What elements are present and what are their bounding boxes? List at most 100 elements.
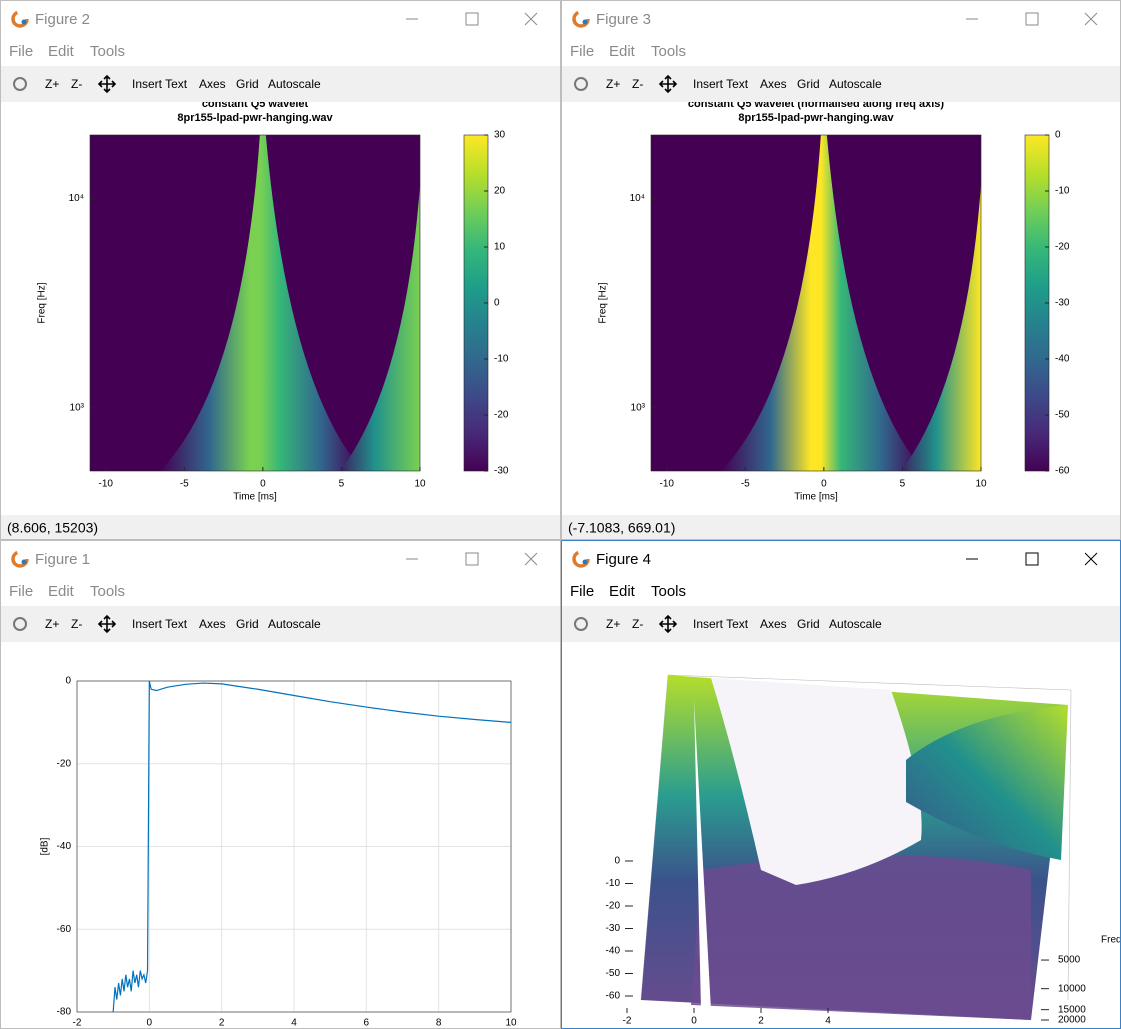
window: constant Q5 wavelet (normalised along fr… xyxy=(561,0,1121,540)
menu-item[interactable]: File xyxy=(570,583,594,600)
x-tick-label: 5 xyxy=(900,479,906,490)
toolbar-button[interactable]: Axes xyxy=(199,77,226,91)
toolbar-button[interactable]: Grid xyxy=(797,77,820,91)
toolbar-button[interactable]: Grid xyxy=(236,617,259,631)
toolbar-button[interactable]: Z- xyxy=(632,77,643,91)
menu-item[interactable]: Edit xyxy=(48,583,75,600)
heatmap-right xyxy=(340,185,420,471)
toolbar-button[interactable]: Z- xyxy=(632,617,643,631)
status-text: (8.606, 15203) xyxy=(7,520,98,536)
toolbar-button[interactable]: Insert Text xyxy=(693,77,749,91)
x-axis-label: Time [ms] xyxy=(794,492,838,503)
surface-hill xyxy=(906,705,1068,860)
colorbar-tick-label: -40 xyxy=(1055,354,1070,365)
toolbar-button[interactable]: Autoscale xyxy=(268,77,321,91)
window-title: Figure 1 xyxy=(35,551,90,568)
menu-item[interactable]: Edit xyxy=(48,43,75,60)
plot-title: 8pr155-lpad-pwr-hanging.wav xyxy=(738,112,894,124)
maximize-button[interactable] xyxy=(1025,552,1039,566)
z-tick-label: 0 xyxy=(614,856,620,867)
x-tick-label: 8 xyxy=(436,1018,442,1029)
toolbar-button[interactable]: Autoscale xyxy=(829,77,882,91)
rotate-button[interactable] xyxy=(13,77,27,91)
toolbar-button[interactable]: Grid xyxy=(236,77,259,91)
maximize-button[interactable] xyxy=(465,552,479,566)
rotate-button[interactable] xyxy=(13,617,27,631)
maximize-button[interactable] xyxy=(1025,12,1039,26)
close-button[interactable] xyxy=(1084,552,1098,566)
z-tick-label: -40 xyxy=(606,946,621,957)
x-tick-label: 10 xyxy=(505,1018,517,1029)
y-tick-label: -20 xyxy=(57,758,72,769)
close-button[interactable] xyxy=(524,552,538,566)
toolbar-button[interactable]: Axes xyxy=(760,77,787,91)
toolbar-button[interactable]: Insert Text xyxy=(132,617,188,631)
toolbar-button[interactable]: Autoscale xyxy=(268,617,321,631)
x-tick-label: -2 xyxy=(73,1018,82,1029)
menu-item[interactable]: Tools xyxy=(90,583,125,600)
toolbar-button[interactable]: Axes xyxy=(760,617,787,631)
toolbar-button[interactable]: Grid xyxy=(797,617,820,631)
title-bar xyxy=(0,540,561,578)
menu-item[interactable]: Tools xyxy=(651,583,686,600)
colorbar-tick-label: -10 xyxy=(1055,186,1070,197)
app-icon xyxy=(11,550,29,568)
rotate-button[interactable] xyxy=(574,77,588,91)
colorbar-tick-label: 0 xyxy=(494,298,500,309)
y-tick-label: 10³ xyxy=(631,403,646,414)
toolbar-button[interactable]: Insert Text xyxy=(132,77,188,91)
pan-button[interactable] xyxy=(658,614,678,634)
x-tick-label: 4 xyxy=(291,1018,297,1029)
colorbar-tick-label: -50 xyxy=(1055,410,1070,421)
close-button[interactable] xyxy=(524,12,538,26)
toolbar xyxy=(561,606,1121,642)
rotate-button[interactable] xyxy=(574,617,588,631)
maximize-button[interactable] xyxy=(465,12,479,26)
menu-item[interactable]: Edit xyxy=(609,583,636,600)
surface-white xyxy=(711,678,922,885)
axes-box xyxy=(76,680,512,1013)
axes-box xyxy=(89,134,421,472)
toolbar xyxy=(0,66,561,102)
x-tick-label: 0 xyxy=(147,1018,153,1029)
toolbar-button[interactable]: Z+ xyxy=(606,77,620,91)
heatmap-cone xyxy=(160,135,363,471)
y-tick-label: -80 xyxy=(57,1007,72,1018)
menu-item[interactable]: File xyxy=(570,43,594,60)
z-tick-label: -60 xyxy=(606,991,621,1002)
app-icon-dot xyxy=(582,19,588,25)
toolbar-button[interactable]: Insert Text xyxy=(693,617,749,631)
window-title: Figure 4 xyxy=(596,551,651,568)
close-button[interactable] xyxy=(1084,12,1098,26)
menu-item[interactable]: File xyxy=(9,583,33,600)
toolbar-button[interactable]: Axes xyxy=(199,617,226,631)
menu-item[interactable]: Edit xyxy=(609,43,636,60)
menu-item[interactable]: Tools xyxy=(90,43,125,60)
menu-bar xyxy=(561,38,1121,66)
x-tick-label: -5 xyxy=(741,479,750,490)
menu-item[interactable]: Tools xyxy=(651,43,686,60)
toolbar-button[interactable]: Z- xyxy=(71,77,82,91)
x-tick-label: 0 xyxy=(691,1016,697,1027)
title-bar xyxy=(0,0,561,38)
menu-bar xyxy=(0,578,561,606)
toolbar-button[interactable]: Autoscale xyxy=(829,617,882,631)
x-tick-label: 0 xyxy=(821,479,827,490)
pan-button[interactable] xyxy=(658,74,678,94)
toolbar-button[interactable]: Z+ xyxy=(45,617,59,631)
y-tick-label: 0 xyxy=(65,676,71,687)
pan-button[interactable] xyxy=(97,74,117,94)
y-tick-label: -40 xyxy=(57,841,72,852)
x-tick-label: -10 xyxy=(98,479,113,490)
toolbar-button[interactable]: Z+ xyxy=(45,77,59,91)
menu-item[interactable]: File xyxy=(9,43,33,60)
title-bar xyxy=(561,0,1121,38)
toolbar-button[interactable]: Z- xyxy=(71,617,82,631)
pan-button[interactable] xyxy=(97,614,117,634)
toolbar xyxy=(561,66,1121,102)
toolbar-button[interactable]: Z+ xyxy=(606,617,620,631)
colorbar-tick-label: -30 xyxy=(494,466,509,477)
app-icon xyxy=(572,550,590,568)
window-title: Figure 3 xyxy=(596,11,651,28)
